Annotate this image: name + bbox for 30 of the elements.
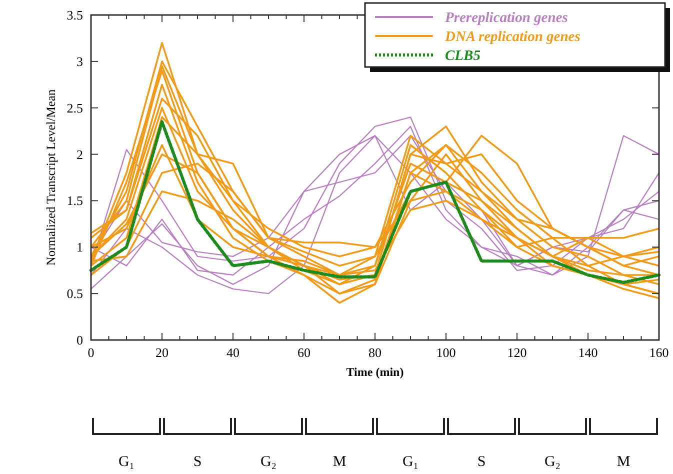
legend-label: Prereplication genes <box>445 10 568 26</box>
y-tick-label: 2.5 <box>66 100 83 116</box>
y-tick-label: 1.5 <box>66 193 83 208</box>
text: G₂ <box>544 454 561 470</box>
legend-label: CLB5 <box>445 48 480 64</box>
x-axis-title: Time (min) <box>346 365 404 379</box>
x-tick-label: 100 <box>436 345 456 360</box>
x-tick-label: 80 <box>368 345 382 360</box>
y-axis-title: Normalized Transcript Level/Mean <box>44 88 58 266</box>
y-tick-label: 3.5 <box>66 8 83 22</box>
x-tick-label: 20 <box>156 345 168 360</box>
x-tick-label: 160 <box>649 345 669 360</box>
y-tick-label: 2 <box>76 146 83 162</box>
y-tick-label: 1 <box>76 240 83 255</box>
x-tick-label: 40 <box>226 345 240 360</box>
x-tick-label: 60 <box>298 345 310 360</box>
text: M <box>332 454 346 470</box>
text: G₁ <box>402 454 419 470</box>
y-tick-label: 0 <box>76 332 83 348</box>
text: M <box>616 454 630 470</box>
x-tick-label: 120 <box>507 345 527 360</box>
text: S <box>477 454 486 470</box>
legend-label: DNA replication genes <box>444 29 581 45</box>
x-tick-label: 0 <box>88 345 94 360</box>
y-tick-label: 0.5 <box>66 286 83 302</box>
y-tick-label: 3 <box>76 54 83 69</box>
text: G₁ <box>118 454 135 470</box>
x-tick-label: 140 <box>578 345 598 360</box>
text: G₂ <box>260 454 277 470</box>
text: S <box>193 454 202 470</box>
